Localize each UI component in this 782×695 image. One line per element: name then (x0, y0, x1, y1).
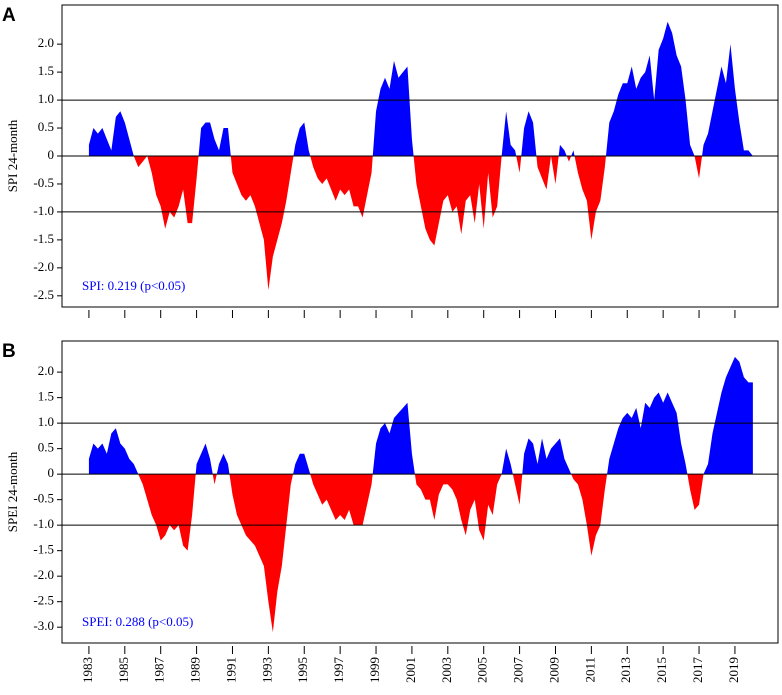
x-tick-label: 2013 (618, 657, 633, 683)
y-tick-label: 0.5 (38, 119, 54, 134)
y-tick-label: -2.0 (33, 567, 54, 582)
annotation: SPI: 0.219 (p<0.05) (82, 278, 185, 293)
y-tick-label: 2.0 (38, 35, 54, 50)
x-tick-label: 2007 (511, 657, 526, 684)
x-tick-label: 2001 (403, 657, 418, 683)
x-tick-label: 1997 (331, 657, 346, 684)
x-tick-label: 2011 (582, 657, 597, 683)
x-tick-label: 1985 (116, 657, 131, 683)
x-tick-label: 2003 (439, 657, 454, 683)
x-tick-label: 1989 (188, 657, 203, 683)
plot-frame (61, 340, 779, 644)
x-tick-label: 1993 (259, 657, 274, 683)
y-tick-label: 0.5 (38, 440, 54, 455)
y-tick-label: 1.0 (38, 91, 54, 106)
y-axis-label: SPI 24-month (5, 119, 20, 192)
y-tick-label: 1.0 (38, 414, 54, 429)
y-tick-label: 2.0 (38, 363, 54, 378)
y-axis-label: SPEI 24-month (5, 451, 20, 532)
y-tick-label: -3.0 (33, 618, 54, 633)
x-tick-label: 1991 (223, 657, 238, 683)
y-tick-label: -1.5 (33, 542, 54, 557)
y-tick-label: -1.5 (33, 231, 54, 246)
x-tick-label: 2005 (475, 657, 490, 683)
panel-label: B (2, 341, 16, 362)
y-tick-label: -0.5 (33, 491, 54, 506)
y-tick-label: 1.5 (38, 63, 54, 78)
x-tick-label: 2015 (654, 657, 669, 683)
x-tick-label: 1983 (80, 657, 95, 683)
x-tick-label: 1999 (367, 657, 382, 683)
y-tick-label: -2.0 (33, 259, 54, 274)
y-tick-label: -1.0 (33, 203, 54, 218)
x-tick-label: 2017 (690, 657, 705, 684)
annotation: SPEI: 0.288 (p<0.05) (82, 614, 193, 629)
panel-label: A (2, 5, 16, 26)
x-tick-label: 1987 (152, 657, 167, 684)
y-tick-label: 1.5 (38, 389, 54, 404)
x-tick-label: 2019 (726, 657, 741, 683)
y-tick-label: -2.5 (33, 287, 54, 302)
x-tick-label: 2009 (546, 657, 561, 683)
y-tick-label: 0 (48, 465, 55, 480)
y-tick-label: 0 (48, 147, 55, 162)
y-tick-label: -1.0 (33, 516, 54, 531)
x-tick-label: 1995 (295, 657, 310, 683)
area (88, 356, 753, 633)
y-tick-label: -2.5 (33, 593, 54, 608)
y-tick-label: -0.5 (33, 175, 54, 190)
